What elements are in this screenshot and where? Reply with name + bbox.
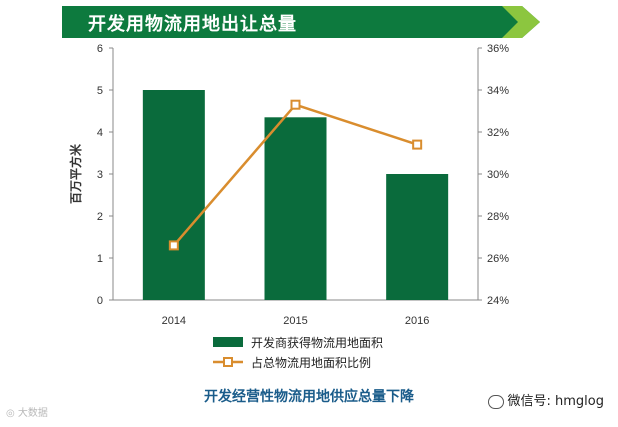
y-tick-label: 3 (97, 169, 103, 181)
chart-title: 开发用物流用地出让总量 (88, 14, 297, 35)
bar (386, 174, 449, 300)
legend-line-marker (223, 357, 233, 367)
wechat-watermark: 微信号: hmglog (487, 390, 605, 409)
bar (142, 90, 205, 300)
y-tick-label: 6 (97, 43, 103, 55)
wechat-icon (487, 394, 504, 409)
y2-tick-label: 32% (487, 127, 509, 139)
title-banner (62, 6, 540, 38)
x-tick-label: 2016 (405, 315, 429, 327)
legend-bar-label: 开发商获得物流用地面积 (251, 335, 383, 350)
x-tick-label: 2015 (283, 315, 307, 327)
line-point (168, 240, 179, 251)
y-tick-label: 5 (97, 85, 103, 97)
wechat-id-text: 微信号: hmglog (507, 394, 605, 409)
y-axis-label: 百万平方米 (68, 143, 83, 204)
weibo-icon: ◎ (6, 408, 18, 419)
y-tick-label: 4 (97, 127, 103, 139)
y-tick-label: 2 (97, 211, 103, 223)
chart-subtitle: 开发经营性物流用地供应总量下降 (204, 389, 414, 405)
weibo-watermark-text: 大数据 (17, 408, 48, 419)
line-point (412, 139, 423, 150)
y2-tick-label: 36% (487, 43, 509, 55)
y-tick-label: 0 (97, 295, 103, 307)
y2-tick-label: 26% (487, 253, 509, 265)
y2-tick-label: 28% (487, 211, 509, 223)
x-tick-label: 2014 (162, 315, 186, 327)
y2-tick-label: 34% (487, 85, 509, 97)
bar (264, 117, 327, 300)
y2-tick-label: 24% (487, 295, 509, 307)
y-tick-label: 1 (97, 253, 103, 265)
line-point (290, 99, 301, 110)
y2-tick-label: 30% (487, 169, 509, 181)
weibo-watermark: ◎ 大数据 (6, 404, 48, 419)
legend-bar-swatch (213, 337, 243, 347)
legend-line-label: 占总物流用地面积比例 (251, 355, 371, 370)
